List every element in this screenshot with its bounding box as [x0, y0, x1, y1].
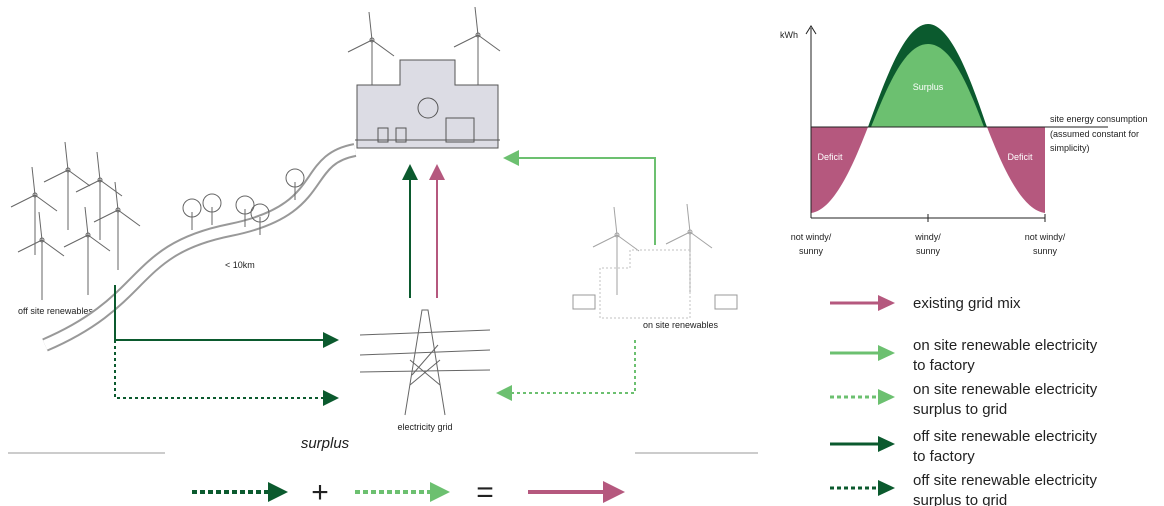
distance-label: < 10km	[225, 260, 255, 270]
equals: =	[476, 476, 494, 506]
line: sunny	[916, 246, 941, 256]
deficit-label: Deficit	[817, 152, 843, 162]
arrow-onsite-factory	[503, 150, 656, 245]
factory	[347, 6, 501, 149]
legend-arrowhead	[878, 389, 895, 405]
line: existing grid mix	[913, 295, 1021, 312]
legend-text: off site renewable electricity to factory	[913, 428, 1097, 465]
line: to factory	[913, 448, 975, 465]
line: off site renewable electricity	[913, 472, 1097, 489]
legend-text: existing grid mix	[913, 295, 1021, 312]
line: surplus to grid	[913, 401, 1007, 418]
grid-label: electricity grid	[397, 422, 452, 432]
legend-text: on site renewable electricity to factory	[913, 337, 1098, 374]
deficit-area	[811, 127, 868, 213]
deficit-label: Deficit	[1007, 152, 1033, 162]
line: simplicity)	[1050, 143, 1090, 153]
surplus-caption: surplus	[301, 435, 350, 452]
eq-arrowhead	[430, 482, 450, 502]
arrow-offsite-surplus	[114, 340, 339, 406]
line: to factory	[913, 357, 975, 374]
line: on site renewable electricity	[913, 337, 1098, 354]
legend-text: off site renewable electricity surplus to…	[913, 472, 1097, 506]
x-label: windy/sunny	[914, 232, 941, 256]
y-axis-arrow	[805, 25, 817, 35]
line: (assumed constant for	[1050, 129, 1139, 139]
y-axis-label: kWh	[780, 30, 798, 40]
x-label: not windy/sunny	[1025, 232, 1066, 256]
on-site-label: on site renewables	[643, 320, 719, 330]
legend-arrowhead	[878, 436, 895, 452]
arrow-onsite-surplus	[496, 340, 636, 401]
on-site-factory	[572, 203, 738, 319]
line: site energy consumption	[1050, 114, 1148, 124]
line: off site renewable electricity	[913, 428, 1097, 445]
surplus-area-inner	[871, 44, 984, 127]
eq-arrowhead	[268, 482, 288, 502]
legend-arrowhead	[878, 480, 895, 496]
legend-text: on site renewable electricity surplus to …	[913, 381, 1098, 418]
legend: existing grid mix on site renewable elect…	[830, 295, 1098, 506]
consumption-label: site energy consumption (assumed constan…	[1050, 114, 1150, 153]
legend-arrowhead	[878, 345, 895, 361]
plus: +	[311, 476, 329, 506]
off-site-label: off site renewables	[18, 306, 93, 316]
line: on site renewable electricity	[913, 381, 1098, 398]
pylon	[359, 309, 491, 416]
line: not windy/	[791, 232, 832, 242]
line: sunny	[1033, 246, 1058, 256]
line: not windy/	[1025, 232, 1066, 242]
road-inner	[43, 145, 357, 350]
eq-arrowhead	[603, 481, 625, 503]
line: sunny	[799, 246, 824, 256]
off-site-turbines	[10, 141, 141, 301]
energy-chart	[805, 24, 1108, 222]
x-label: not windy/sunny	[791, 232, 832, 256]
legend-arrowhead	[878, 295, 895, 311]
surplus-label: Surplus	[913, 82, 944, 92]
line: windy/	[914, 232, 941, 242]
arrow-offsite-grid	[114, 285, 339, 348]
line: surplus to grid	[913, 492, 1007, 506]
deficit-area	[987, 127, 1045, 213]
